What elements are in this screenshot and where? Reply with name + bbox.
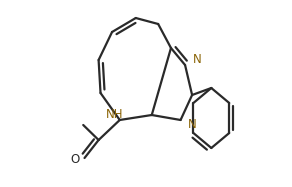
Text: N: N	[193, 53, 201, 67]
Text: NH: NH	[106, 108, 123, 121]
Text: N: N	[188, 119, 197, 131]
Text: O: O	[70, 153, 79, 166]
